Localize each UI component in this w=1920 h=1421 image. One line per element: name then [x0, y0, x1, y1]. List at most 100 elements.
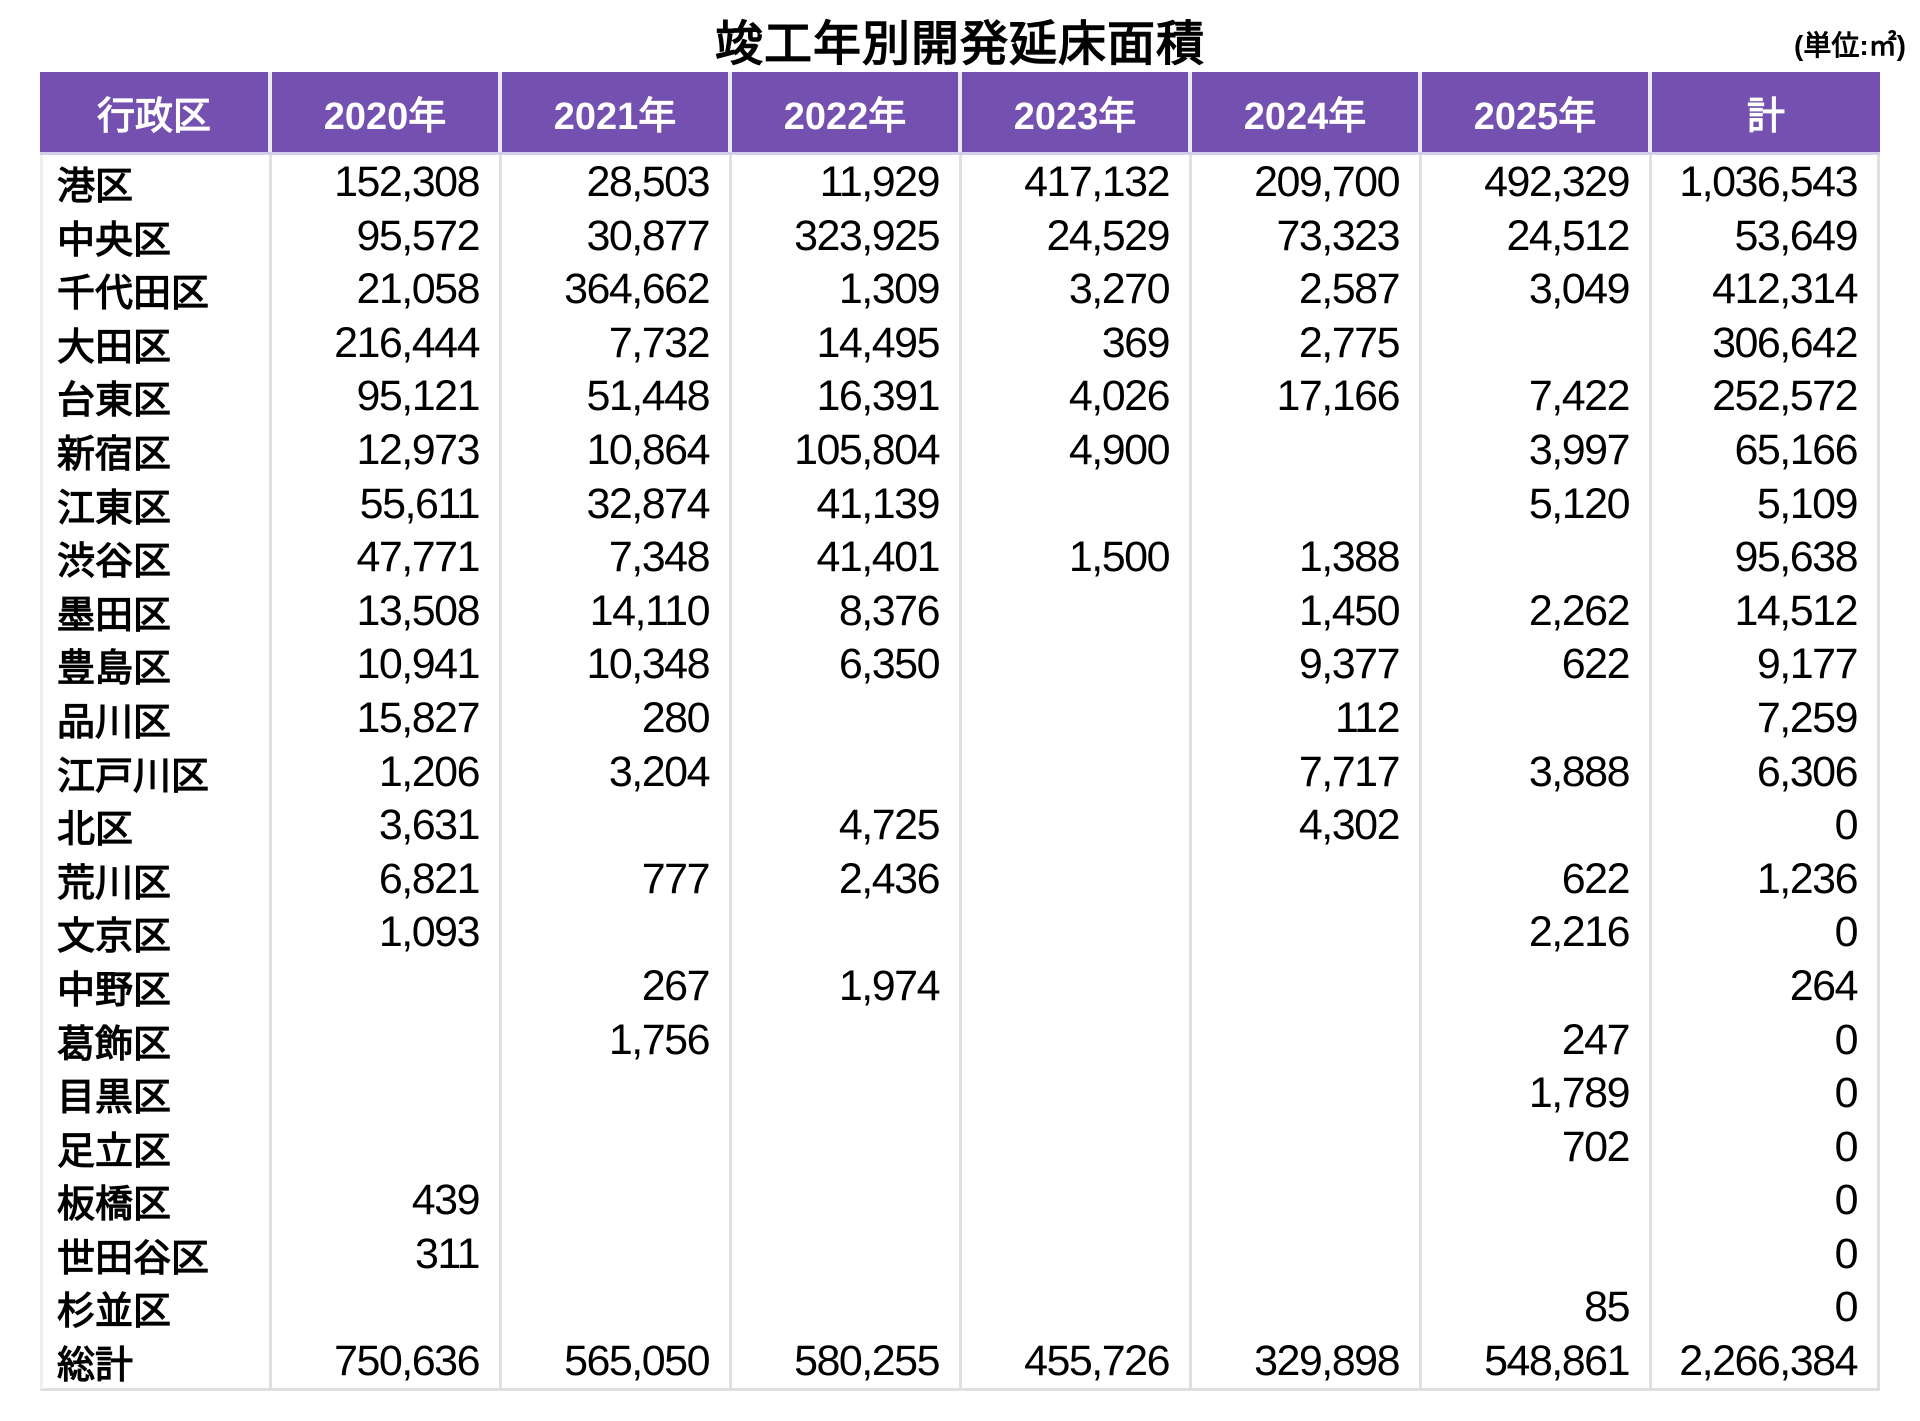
value-cell: 95,638: [1652, 530, 1880, 586]
value-cell: 7,348: [502, 530, 732, 586]
table-row: 足立区 702 0: [40, 1119, 1880, 1175]
value-cell: 548,861: [1422, 1334, 1652, 1390]
value-cell: 1,309: [732, 262, 962, 318]
value-cell: 2,587: [1192, 262, 1422, 318]
value-cell: [1422, 1173, 1652, 1229]
district-cell: 中野区: [40, 958, 272, 1014]
value-cell: [732, 1119, 962, 1175]
table-row: 江戸川区 1,206 3,204 7,717 3,888 6,306: [40, 744, 1880, 800]
value-cell: [502, 798, 732, 854]
column-header: 2023年: [962, 72, 1192, 152]
value-cell: 2,266,384: [1652, 1334, 1880, 1390]
value-cell: 1,036,543: [1652, 155, 1880, 210]
value-cell: [962, 905, 1192, 961]
value-cell: [732, 1066, 962, 1122]
value-cell: 6,821: [272, 851, 502, 907]
value-cell: 12,973: [272, 422, 502, 478]
table-row: 豊島区 10,941 10,348 6,350 9,377 622 9,177: [40, 637, 1880, 693]
value-cell: 247: [1422, 1012, 1652, 1068]
value-cell: [1192, 851, 1422, 907]
value-cell: 750,636: [272, 1334, 502, 1390]
value-cell: 267: [502, 958, 732, 1014]
table-row: 品川区 15,827 280 112 7,259: [40, 690, 1880, 746]
value-cell: 95,121: [272, 369, 502, 425]
value-cell: 9,177: [1652, 637, 1880, 693]
value-cell: [962, 1012, 1192, 1068]
value-cell: 7,732: [502, 315, 732, 371]
table-row: 総計 750,636 565,050 580,255 455,726 329,898 548…: [40, 1334, 1880, 1390]
value-cell: 0: [1652, 1119, 1880, 1175]
value-cell: [502, 1226, 732, 1282]
value-cell: 16,391: [732, 369, 962, 425]
value-cell: 1,236: [1652, 851, 1880, 907]
table-row: 千代田区 21,058 364,662 1,309 3,270 2,587 3,049 412…: [40, 262, 1880, 318]
district-cell: 品川区: [40, 690, 272, 746]
value-cell: 417,132: [962, 155, 1192, 210]
value-cell: 14,512: [1652, 583, 1880, 639]
value-cell: [962, 1066, 1192, 1122]
value-cell: 3,997: [1422, 422, 1652, 478]
value-cell: 3,888: [1422, 744, 1652, 800]
value-cell: 32,874: [502, 476, 732, 532]
value-cell: 10,941: [272, 637, 502, 693]
district-cell: 千代田区: [40, 262, 272, 318]
value-cell: [962, 637, 1192, 693]
value-cell: 4,900: [962, 422, 1192, 478]
value-cell: [732, 1226, 962, 1282]
value-cell: 3,049: [1422, 262, 1652, 318]
value-cell: 3,631: [272, 798, 502, 854]
value-cell: 439: [272, 1173, 502, 1229]
district-cell: 新宿区: [40, 422, 272, 478]
district-cell: 江東区: [40, 476, 272, 532]
value-cell: 21,058: [272, 262, 502, 318]
value-cell: 47,771: [272, 530, 502, 586]
value-cell: [1192, 958, 1422, 1014]
value-cell: 0: [1652, 905, 1880, 961]
district-cell: 総計: [40, 1334, 272, 1390]
value-cell: [1422, 315, 1652, 371]
value-cell: 95,572: [272, 208, 502, 264]
value-cell: 1,789: [1422, 1066, 1652, 1122]
value-cell: [502, 1066, 732, 1122]
value-cell: 112: [1192, 690, 1422, 746]
district-cell: 中央区: [40, 208, 272, 264]
value-cell: 6,306: [1652, 744, 1880, 800]
value-cell: [1422, 690, 1652, 746]
value-cell: [1192, 1280, 1422, 1336]
value-cell: 4,725: [732, 798, 962, 854]
district-cell: 港区: [40, 155, 272, 210]
value-cell: 1,756: [502, 1012, 732, 1068]
table-row: 江東区 55,611 32,874 41,139 5,120 5,109: [40, 476, 1880, 532]
column-header: 2024年: [1192, 72, 1422, 152]
value-cell: 622: [1422, 851, 1652, 907]
value-cell: [272, 1280, 502, 1336]
column-header: 計: [1652, 72, 1880, 152]
value-cell: 216,444: [272, 315, 502, 371]
value-cell: [1192, 476, 1422, 532]
value-cell: 8,376: [732, 583, 962, 639]
table-row: 中央区 95,572 30,877 323,925 24,529 73,323 24,512…: [40, 208, 1880, 264]
table-row: 新宿区 12,973 10,864 105,804 4,900 3,997 65,166: [40, 422, 1880, 478]
value-cell: [1192, 1066, 1422, 1122]
value-cell: 13,508: [272, 583, 502, 639]
table-row: 荒川区 6,821 777 2,436 622 1,236: [40, 851, 1880, 907]
value-cell: [1192, 905, 1422, 961]
district-cell: 杉並区: [40, 1280, 272, 1336]
value-cell: 1,974: [732, 958, 962, 1014]
district-cell: 大田区: [40, 315, 272, 371]
district-cell: 豊島区: [40, 637, 272, 693]
value-cell: [732, 690, 962, 746]
value-cell: [962, 1119, 1192, 1175]
value-cell: [962, 476, 1192, 532]
value-cell: 55,611: [272, 476, 502, 532]
value-cell: 329,898: [1192, 1334, 1422, 1390]
value-cell: [272, 1119, 502, 1175]
value-cell: [732, 744, 962, 800]
value-cell: 0: [1652, 1173, 1880, 1229]
value-cell: 41,401: [732, 530, 962, 586]
value-cell: 24,529: [962, 208, 1192, 264]
value-cell: [962, 851, 1192, 907]
value-cell: 0: [1652, 1226, 1880, 1282]
value-cell: 15,827: [272, 690, 502, 746]
value-cell: 6,350: [732, 637, 962, 693]
